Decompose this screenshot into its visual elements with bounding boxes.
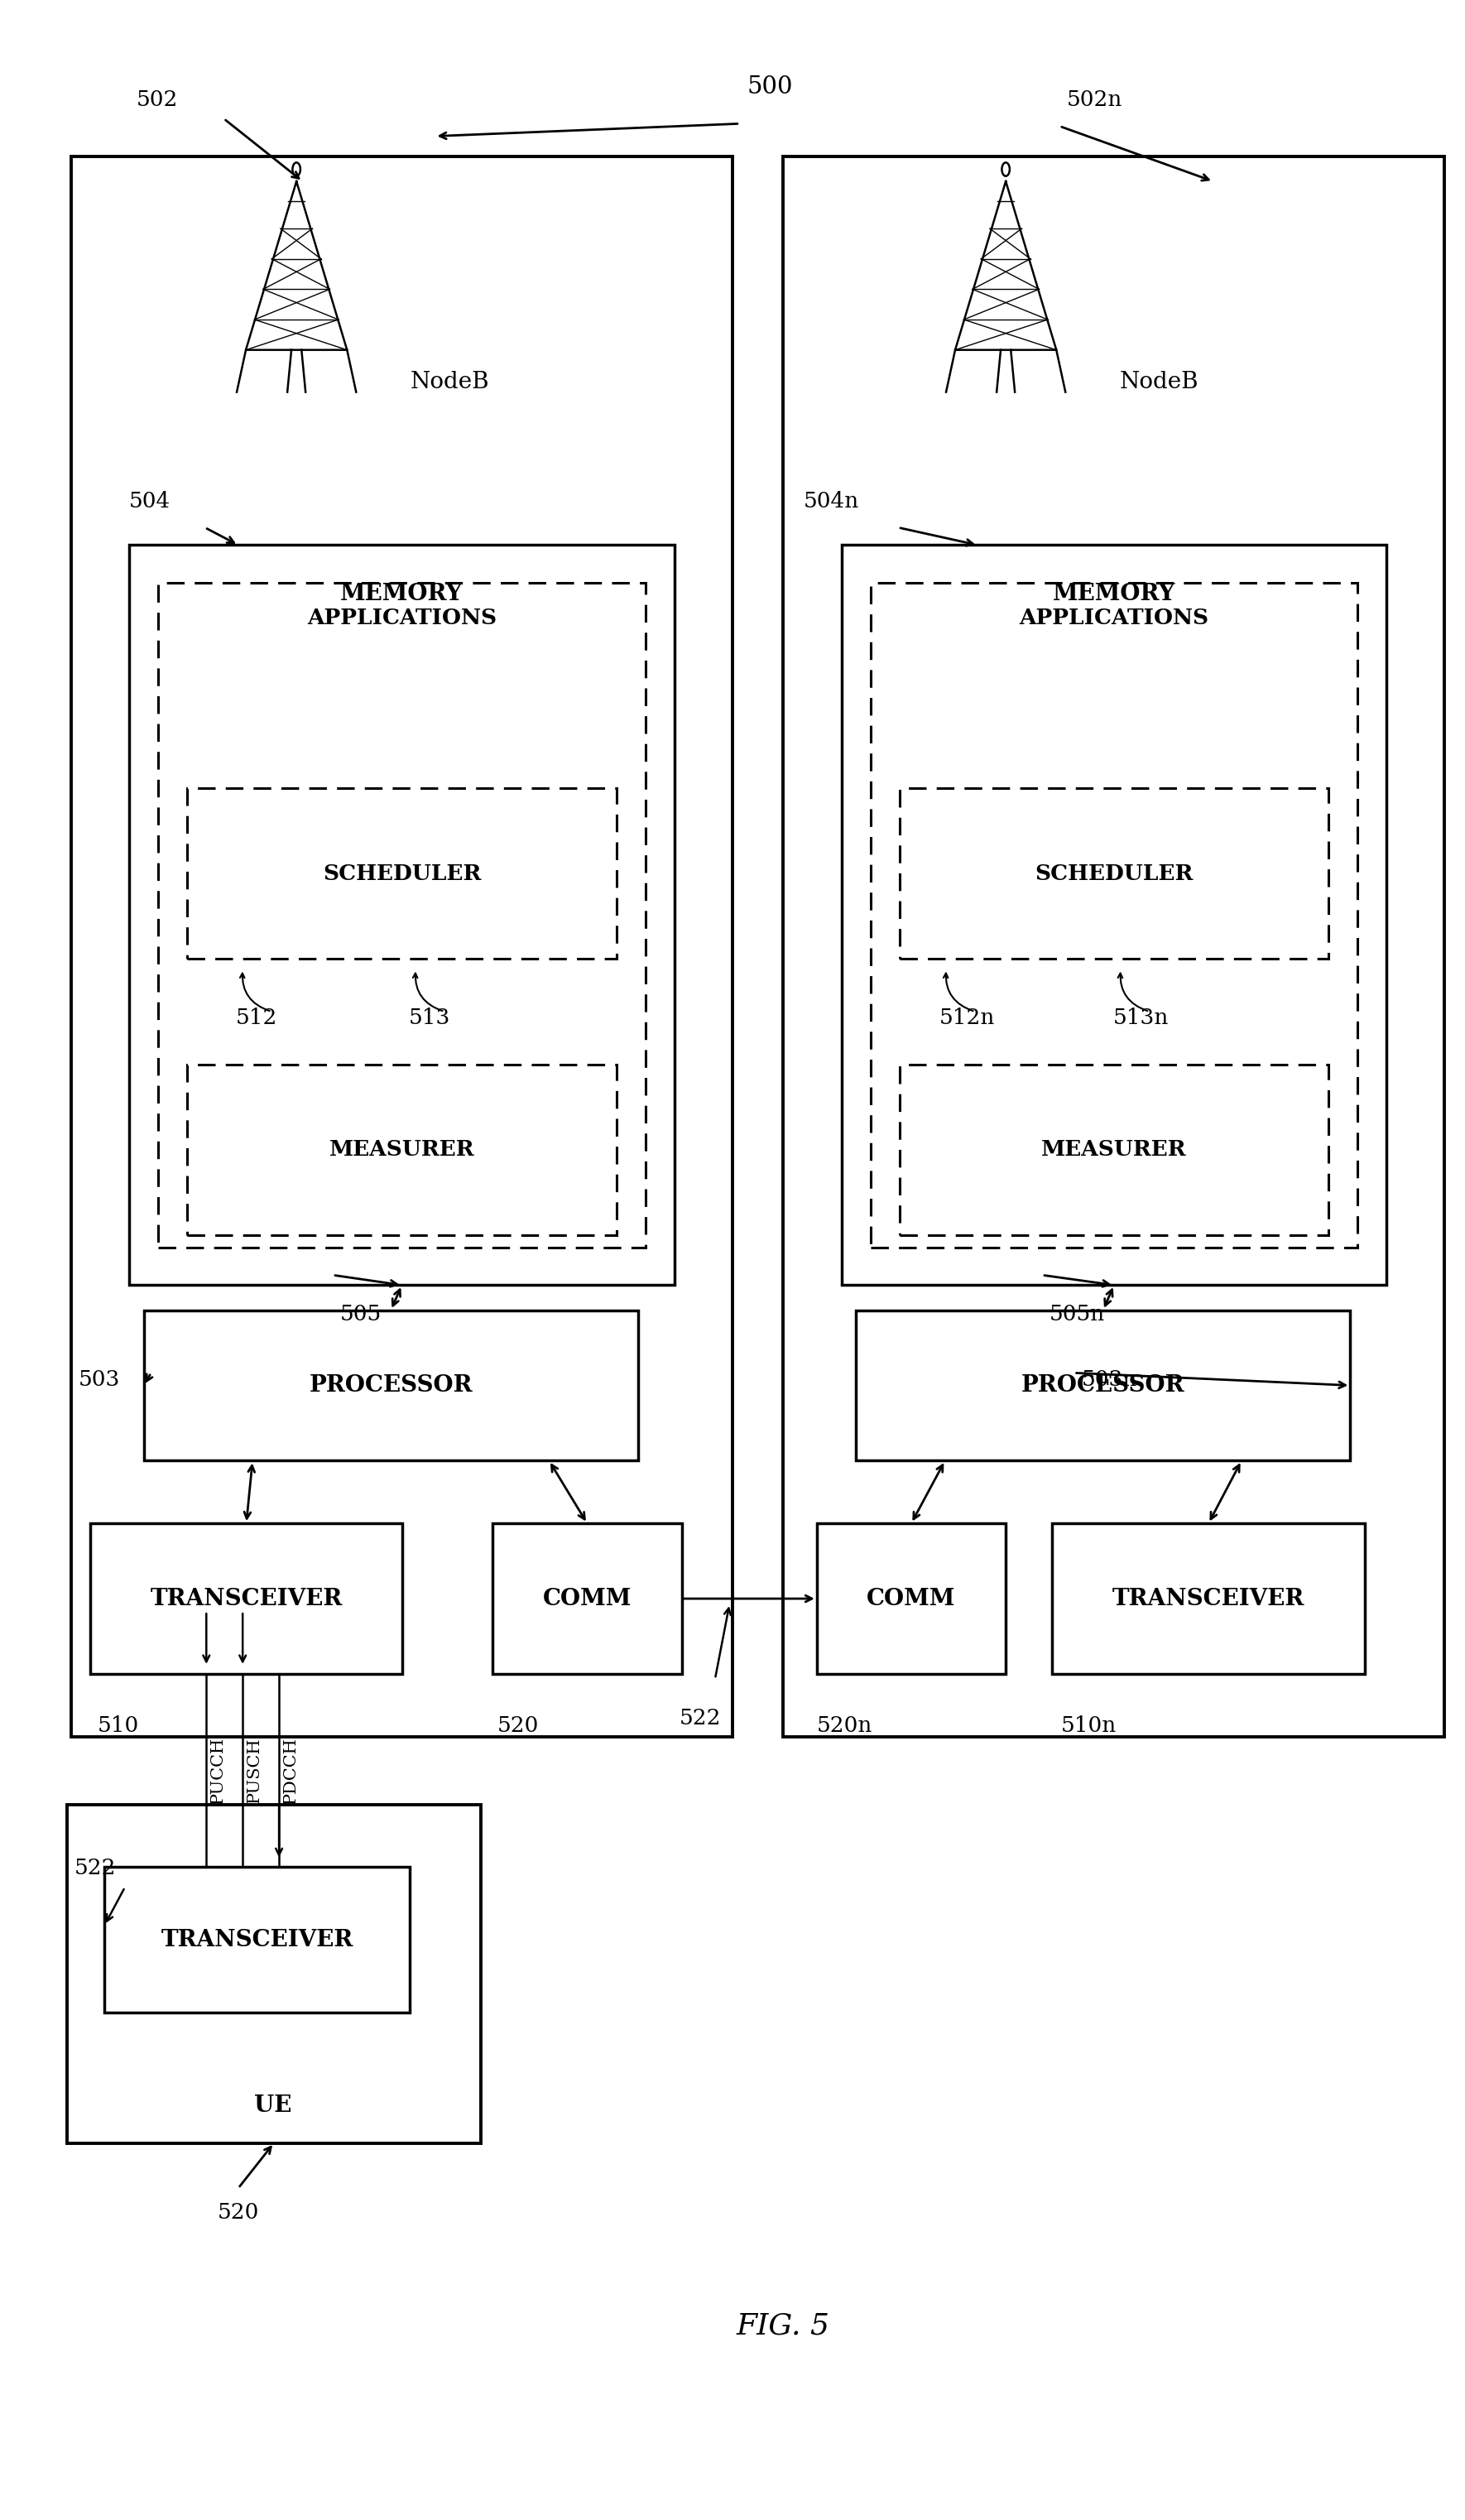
Text: 504n: 504n	[804, 491, 860, 512]
Bar	[1052, 1525, 1365, 1673]
Bar	[67, 1804, 481, 2142]
Bar	[188, 1063, 617, 1235]
Bar	[841, 544, 1386, 1285]
Text: NodeB: NodeB	[1119, 370, 1198, 393]
Bar	[188, 789, 617, 960]
Text: 505: 505	[340, 1303, 382, 1326]
Text: MEMORY: MEMORY	[340, 582, 463, 605]
Text: MEASURER: MEASURER	[330, 1139, 475, 1159]
Text: 510: 510	[97, 1716, 139, 1736]
Bar	[158, 582, 645, 1247]
Text: 502: 502	[136, 91, 179, 111]
Text: TRANSCEIVER: TRANSCEIVER	[161, 1928, 353, 1950]
Text: 522: 522	[680, 1709, 721, 1729]
Text: 505n: 505n	[1049, 1303, 1105, 1326]
Bar	[144, 1310, 639, 1462]
Text: PUCCH: PUCCH	[209, 1736, 226, 1804]
Text: 512n: 512n	[939, 1008, 995, 1028]
Text: UE: UE	[255, 2094, 292, 2117]
Text: MEASURER: MEASURER	[1042, 1139, 1187, 1159]
Text: 510n: 510n	[1061, 1716, 1116, 1736]
Text: APPLICATIONS: APPLICATIONS	[1020, 607, 1209, 627]
Text: 522: 522	[75, 1857, 116, 1880]
Bar	[870, 582, 1358, 1247]
Bar	[856, 1310, 1351, 1462]
Text: TRANSCEIVER: TRANSCEIVER	[1112, 1588, 1305, 1610]
Text: PDCCH: PDCCH	[283, 1736, 299, 1804]
Text: 520: 520	[497, 1716, 539, 1736]
Bar	[89, 1525, 403, 1673]
Text: TRANSCEIVER: TRANSCEIVER	[149, 1588, 343, 1610]
Text: 513: 513	[409, 1008, 450, 1028]
Bar	[492, 1525, 681, 1673]
Bar	[817, 1525, 1006, 1673]
Text: PUSCH: PUSCH	[246, 1739, 262, 1804]
Text: PROCESSOR: PROCESSOR	[1021, 1373, 1185, 1396]
Text: 513n: 513n	[1113, 1008, 1169, 1028]
Text: MEMORY: MEMORY	[1053, 582, 1175, 605]
Bar	[72, 156, 732, 1736]
Bar	[129, 544, 674, 1285]
Bar	[104, 1867, 410, 2013]
Bar	[900, 1063, 1329, 1235]
Bar	[900, 789, 1329, 960]
Text: 503: 503	[79, 1368, 120, 1389]
Text: 500: 500	[747, 76, 793, 98]
Text: 520: 520	[217, 2202, 259, 2223]
Text: SCHEDULER: SCHEDULER	[1034, 864, 1194, 885]
Text: APPLICATIONS: APPLICATIONS	[308, 607, 497, 627]
Text: NodeB: NodeB	[410, 370, 489, 393]
Text: PROCESSOR: PROCESSOR	[309, 1373, 473, 1396]
Bar	[784, 156, 1444, 1736]
Text: FIG. 5: FIG. 5	[737, 2311, 831, 2341]
Text: 520n: 520n	[817, 1716, 873, 1736]
Text: COMM: COMM	[867, 1588, 955, 1610]
Text: 512: 512	[236, 1008, 277, 1028]
Text: COMM: COMM	[542, 1588, 631, 1610]
Text: 502n: 502n	[1067, 91, 1122, 111]
Text: 504: 504	[129, 491, 171, 512]
Text: 503n: 503n	[1081, 1368, 1137, 1389]
Text: SCHEDULER: SCHEDULER	[322, 864, 481, 885]
